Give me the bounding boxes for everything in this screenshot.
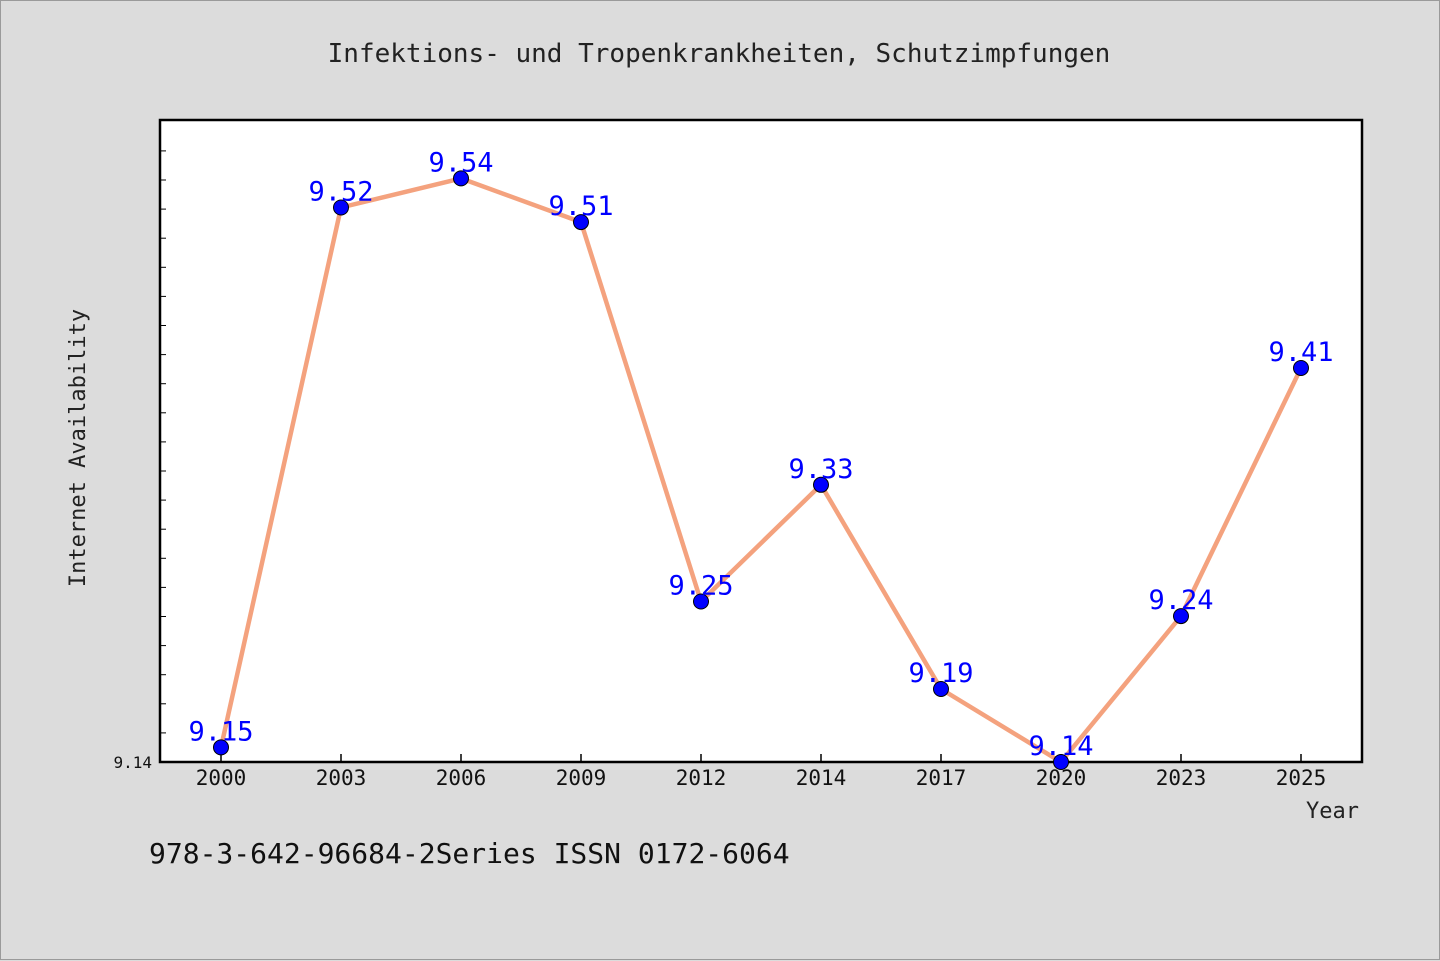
data-point-marker [1053, 754, 1069, 770]
data-point-marker [1173, 608, 1189, 625]
x-axis-label: Year [1306, 799, 1359, 824]
x-tick-label: 2000 [196, 766, 247, 790]
data-point-marker [453, 170, 469, 187]
data-point-marker [933, 681, 949, 697]
x-tick-label: 2023 [1156, 766, 1207, 790]
data-value-label: 9.33 [788, 454, 853, 485]
data-value-label: 9.24 [1148, 585, 1213, 616]
data-value-label: 9.14 [1028, 731, 1093, 762]
data-label-group: 9.15 9.52 9.54 9.51 9.25 9.33 9.19 9.14 9.24 9.41 [188, 147, 1333, 762]
data-point-marker [813, 476, 829, 493]
y-axis-minor-ticks [160, 150, 166, 734]
x-tick-label: 2003 [316, 766, 367, 790]
data-point-marker [333, 199, 349, 216]
plot-area [158, 118, 1364, 764]
footer-caption: 978-3-642-96684-2Series ISSN 0172-6064 [149, 837, 790, 870]
data-point-marker [1293, 360, 1309, 376]
x-tick-label: 2017 [916, 766, 967, 790]
chart-title: Infektions- und Tropenkrankheiten, Schut… [328, 39, 1111, 69]
series-marker-group [213, 170, 1309, 770]
y-axis-label: Internet Availability [66, 309, 91, 587]
data-point-marker [573, 214, 589, 231]
x-tick-label: 2012 [676, 766, 727, 790]
x-tick-label: 2014 [796, 766, 847, 790]
data-value-label: 9.15 [188, 716, 253, 747]
data-value-label: 9.54 [428, 147, 493, 178]
series-line [218, 176, 1304, 765]
x-axis-ticks: 2000 2003 2006 2009 2012 2014 2017 2020 2023 2025 [196, 754, 1327, 790]
data-value-label: 9.19 [908, 658, 973, 689]
data-value-label: 9.41 [1268, 337, 1333, 368]
x-tick-label: 2009 [556, 766, 607, 790]
data-point-marker [693, 593, 709, 610]
data-value-label: 9.51 [548, 191, 613, 222]
data-value-label: 9.52 [308, 177, 373, 208]
data-point-marker [213, 739, 229, 756]
x-tick-label: 2006 [436, 766, 487, 790]
y-tick-label: 9.14 [113, 753, 152, 772]
series-line-group [218, 176, 1304, 765]
data-value-label: 9.25 [668, 571, 733, 602]
x-tick-label: 2025 [1276, 766, 1327, 790]
y-axis-ticks: 9.14 [113, 753, 152, 772]
